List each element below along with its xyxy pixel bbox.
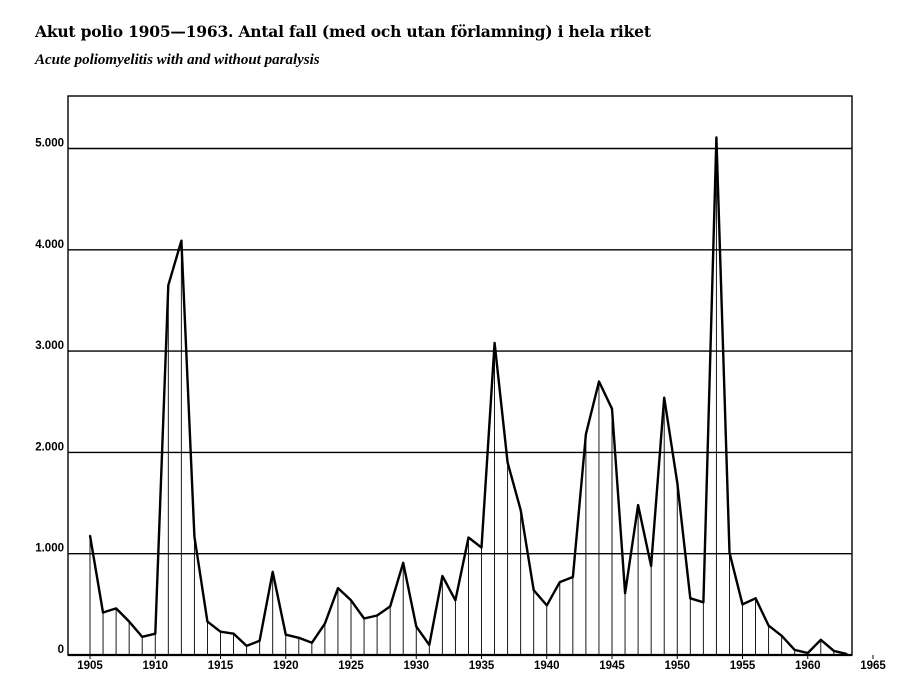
- data-point-1948: [650, 565, 652, 567]
- x-tick-label: 1965: [860, 660, 886, 672]
- data-point-1953: [715, 136, 718, 139]
- data-point-1930: [415, 625, 418, 628]
- data-point-1946: [624, 592, 626, 595]
- data-point-1942: [572, 576, 574, 578]
- data-point-1963: [846, 653, 848, 655]
- data-point-1907: [115, 607, 117, 610]
- data-point-1962: [833, 650, 835, 652]
- data-point-1939: [532, 589, 535, 591]
- data-point-1943: [585, 433, 587, 435]
- data-point-1923: [324, 622, 326, 625]
- data-point-1945: [611, 408, 613, 410]
- x-tick-label: 1905: [77, 660, 103, 672]
- data-point-1908: [128, 620, 130, 623]
- y-tick-label: 2.000: [35, 441, 64, 453]
- x-tick-label: 1930: [403, 660, 429, 672]
- data-point-1941: [559, 581, 561, 583]
- data-point-1936: [493, 342, 496, 344]
- y-tick-label: 3.000: [35, 340, 64, 352]
- data-point-1932: [441, 575, 444, 577]
- data-point-1926: [363, 617, 365, 620]
- x-tick-label: 1915: [208, 660, 234, 672]
- x-tick-label: 1910: [142, 660, 168, 672]
- data-point-1952: [702, 601, 705, 604]
- data-point-1935: [480, 546, 483, 549]
- data-point-1949: [663, 396, 665, 399]
- chart-subtitle: Acute poliomyelitis with and without par…: [35, 52, 320, 68]
- x-tick-label: 1940: [534, 660, 560, 672]
- data-point-1912: [180, 239, 183, 242]
- data-point-1920: [284, 633, 287, 636]
- data-point-1961: [820, 639, 822, 641]
- data-point-1955: [741, 603, 744, 606]
- y-tick-label: 1.000: [35, 543, 64, 555]
- data-point-1960: [806, 652, 809, 654]
- data-point-1914: [206, 620, 209, 623]
- data-point-1956: [754, 597, 757, 600]
- data-point-1947: [637, 504, 639, 506]
- x-tick-label: 1945: [599, 660, 625, 672]
- y-tick-label: 0: [58, 644, 64, 656]
- data-point-1940: [545, 604, 548, 607]
- data-point-1918: [258, 640, 261, 642]
- data-point-1911: [167, 284, 170, 287]
- data-point-1906: [102, 611, 104, 614]
- x-tick-label: 1935: [469, 660, 495, 672]
- data-point-1929: [402, 562, 405, 564]
- data-point-1919: [271, 571, 274, 573]
- data-point-1958: [780, 634, 783, 637]
- data-point-1924: [337, 587, 339, 589]
- data-point-1959: [793, 649, 796, 651]
- data-point-1927: [376, 614, 378, 617]
- data-point-1928: [389, 605, 391, 608]
- data-point-1913: [193, 535, 196, 538]
- y-tick-label: 4.000: [35, 239, 64, 251]
- data-point-1937: [506, 461, 509, 464]
- data-point-1922: [311, 642, 313, 644]
- data-point-1905: [89, 534, 91, 537]
- data-point-1910: [154, 632, 157, 635]
- x-tick-label: 1925: [338, 660, 364, 672]
- x-tick-label: 1960: [795, 660, 821, 672]
- data-point-1938: [519, 509, 522, 511]
- data-point-1950: [676, 481, 679, 484]
- data-point-1944: [598, 380, 600, 383]
- data-point-1925: [350, 599, 352, 602]
- data-point-1934: [467, 536, 470, 539]
- data-point-1915: [219, 630, 222, 633]
- data-point-1957: [767, 624, 770, 627]
- data-point-1931: [428, 644, 431, 646]
- data-point-1916: [232, 632, 235, 635]
- data-point-1909: [141, 635, 143, 638]
- data-point-1951: [689, 597, 692, 600]
- x-tick-label: 1950: [664, 660, 690, 672]
- data-point-1954: [728, 551, 731, 554]
- y-tick-label: 5.000: [35, 138, 64, 150]
- data-point-1917: [245, 645, 248, 647]
- x-tick-label: 1955: [730, 660, 756, 672]
- data-point-1933: [454, 599, 457, 602]
- chart-title: Akut polio 1905—1963. Antal fall (med oc…: [35, 22, 651, 41]
- x-tick-label: 1920: [273, 660, 299, 672]
- data-point-1921: [298, 636, 300, 639]
